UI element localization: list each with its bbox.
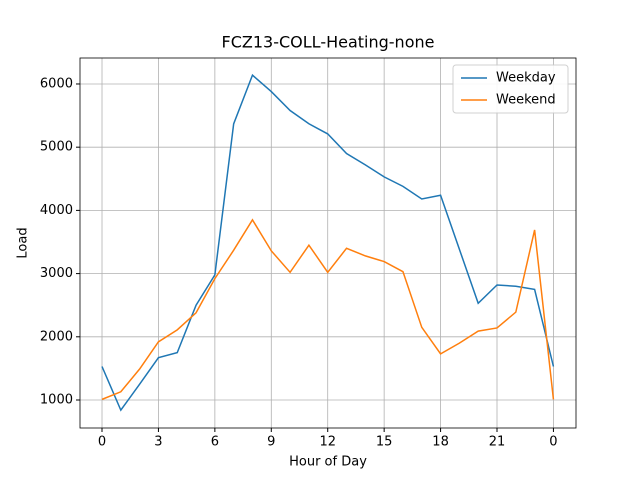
y-tick-label: 5000 (40, 140, 73, 155)
y-tick-label: 6000 (40, 76, 73, 91)
x-tick-label: 0 (98, 435, 106, 450)
plot-frame (79, 57, 577, 429)
y-axis-label: Load (16, 227, 31, 258)
chart-title: FCZ13-COLL-Heating-none (222, 33, 435, 52)
data-line (101, 73, 555, 412)
x-tick-label: 15 (376, 435, 393, 450)
y-tick-label: 3000 (40, 266, 73, 281)
x-tick-label: 9 (267, 435, 275, 450)
legend-label: Weekday (496, 71, 556, 86)
data-line (101, 218, 555, 401)
legend-label: Weekend (496, 93, 556, 108)
x-tick-label: 21 (489, 435, 506, 450)
x-tick-label: 18 (432, 435, 449, 450)
x-tick-label: 6 (211, 435, 219, 450)
y-tick-label: 4000 (40, 203, 73, 218)
x-axis-label: Hour of Day (289, 455, 367, 470)
legend-box (452, 64, 569, 114)
x-tick-label: 0 (549, 435, 557, 450)
x-tick-label: 12 (319, 435, 336, 450)
x-tick-label: 3 (154, 435, 162, 450)
y-tick-label: 2000 (40, 329, 73, 344)
y-tick-label: 1000 (40, 393, 73, 408)
